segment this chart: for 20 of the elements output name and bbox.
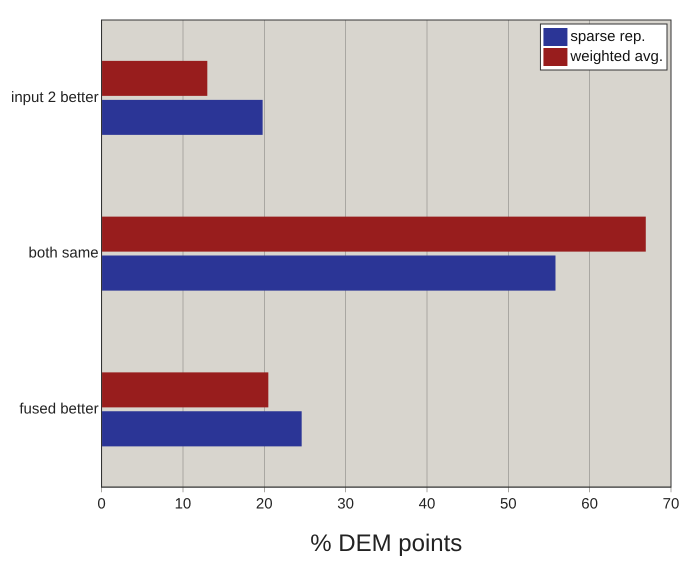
x-tick-label: 50 [500,495,517,512]
x-tick-label: 10 [174,495,192,512]
bar [102,100,263,135]
x-tick-label: 70 [662,495,680,512]
bar [102,216,646,252]
bar [102,411,302,446]
y-tick-label: fused better [19,400,99,418]
x-tick-label: 20 [256,495,273,512]
x-tick-label: 60 [581,495,598,512]
x-tick-label: 30 [337,495,354,512]
legend-label: weighted avg. [569,48,664,66]
y-tick-label: input 2 better [11,89,99,106]
bar [102,256,556,291]
x-axis-title: % DEM points [310,530,462,558]
bar [102,372,268,408]
x-tick-label: 40 [418,495,436,512]
legend-label: sparse rep. [570,28,646,46]
bar [102,60,208,96]
y-tick-label: both same [28,244,99,262]
x-tick-label: 0 [97,495,106,512]
